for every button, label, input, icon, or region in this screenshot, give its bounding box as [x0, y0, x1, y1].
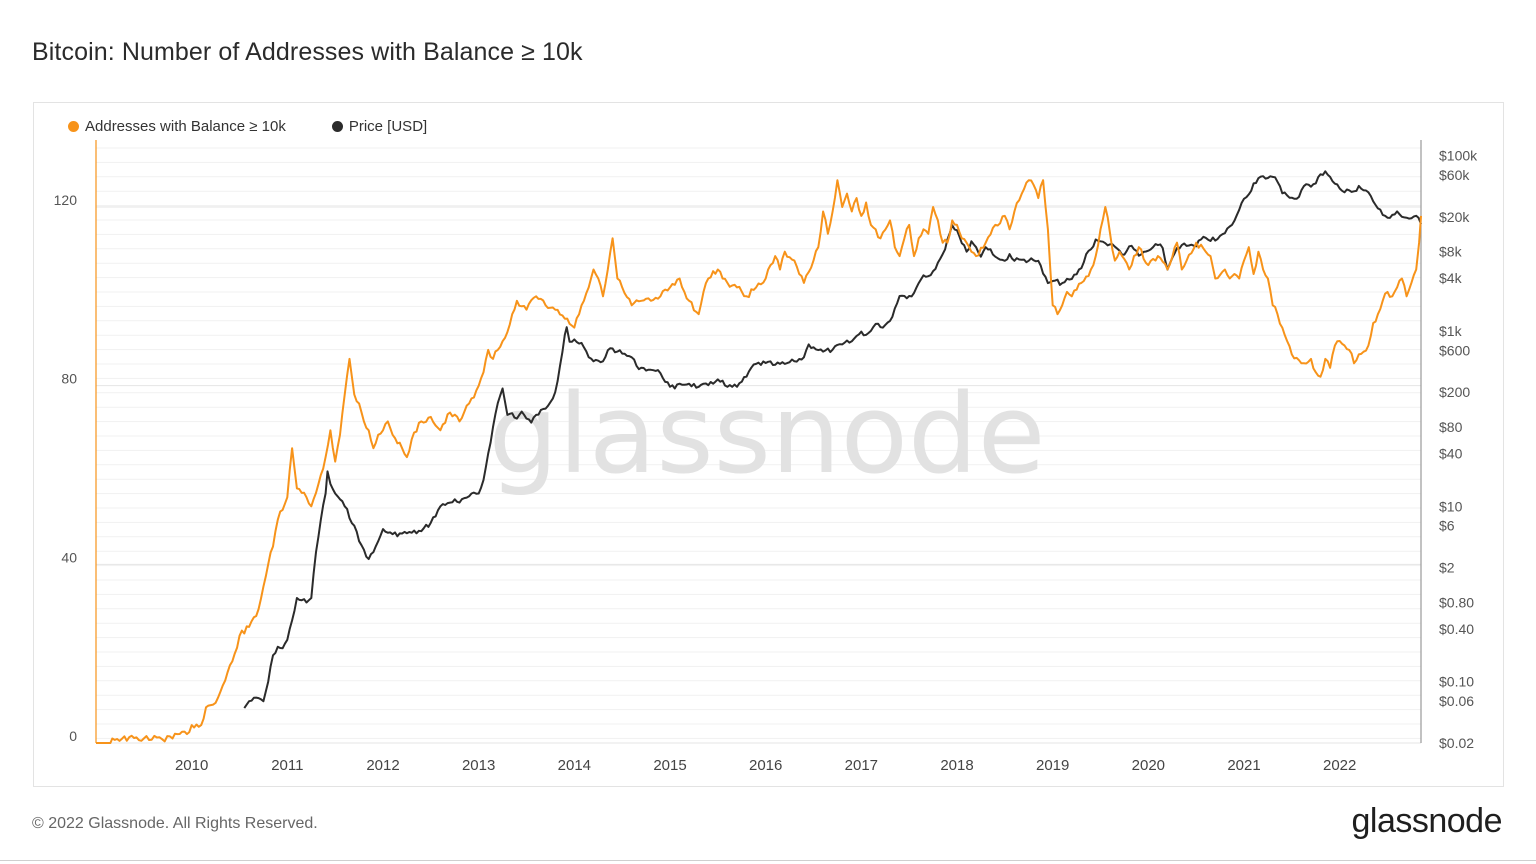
x-tick-label: 2014 — [558, 757, 591, 774]
y-right-tick-label: $600 — [1439, 342, 1470, 358]
y-right-tick-label: $0.06 — [1439, 693, 1474, 709]
y-left-tick-label: 40 — [61, 549, 77, 565]
y-left-tick-label: 0 — [69, 728, 77, 744]
y-right-tick-label: $6 — [1439, 518, 1455, 534]
series-line-price — [243, 170, 1422, 709]
y-left-tick-label: 80 — [61, 371, 77, 387]
x-tick-label: 2017 — [845, 757, 878, 774]
y-right-tick-label: $10 — [1439, 498, 1463, 514]
x-tick-label: 2011 — [271, 757, 303, 774]
legend-addresses-dot — [68, 121, 79, 132]
legend-price-dot — [331, 121, 343, 132]
y-right-tick-label: $20k — [1439, 209, 1470, 225]
chart-panel — [33, 102, 1504, 787]
brand-logo: glassnode — [1351, 802, 1502, 840]
y-right-tick-label: $100k — [1439, 147, 1478, 163]
y-right-tick-label: $60k — [1439, 167, 1470, 183]
copyright-text: © 2022 Glassnode. All Rights Reserved. — [32, 815, 318, 832]
y-right-tick-label: $0.10 — [1439, 674, 1474, 690]
x-tick-label: 2022 — [1323, 757, 1356, 774]
y-right-tick-label: $0.80 — [1439, 594, 1474, 610]
bottom-divider — [0, 860, 1536, 861]
grid-lines — [96, 147, 1421, 744]
y-right-tick-label: $0.40 — [1439, 621, 1474, 637]
series-line-addresses — [96, 179, 1422, 744]
y-right-tick-label: $4k — [1439, 270, 1463, 286]
chart-legend: Addresses with Balance ≥ 10k Price [USD] — [68, 118, 427, 135]
y-right-tick-label: $0.02 — [1439, 735, 1474, 751]
y-right-tick-label: $200 — [1439, 384, 1470, 400]
y-right-tick-label: $40 — [1439, 445, 1463, 461]
x-tick-label: 2019 — [1036, 757, 1069, 774]
y-right-tick-label: $1k — [1439, 323, 1463, 339]
chart-title: Bitcoin: Number of Addresses with Balanc… — [32, 38, 583, 66]
legend-price-label: Price [USD] — [348, 118, 428, 135]
x-tick-label: 2016 — [749, 757, 782, 774]
y-right-tick-label: $80 — [1439, 419, 1463, 435]
watermark-text: glassnode — [489, 370, 1046, 498]
x-tick-label: 2012 — [366, 757, 399, 774]
y-right-tick-label: $8k — [1439, 244, 1463, 260]
legend-item-addresses[interactable]: Addresses with Balance ≥ 10k — [68, 118, 286, 135]
x-tick-label: 2013 — [462, 757, 495, 774]
y-right-tick-label: $2 — [1439, 560, 1455, 576]
x-tick-label: 2021 — [1227, 757, 1260, 774]
legend-item-price[interactable]: Price [USD] — [331, 118, 428, 135]
legend-addresses-label: Addresses with Balance ≥ 10k — [85, 118, 286, 135]
x-tick-label: 2010 — [175, 757, 208, 774]
x-tick-label: 2020 — [1132, 757, 1165, 774]
x-tick-label: 2015 — [653, 757, 686, 774]
y-left-tick-label: 120 — [54, 192, 78, 208]
x-tick-label: 2018 — [940, 757, 973, 774]
